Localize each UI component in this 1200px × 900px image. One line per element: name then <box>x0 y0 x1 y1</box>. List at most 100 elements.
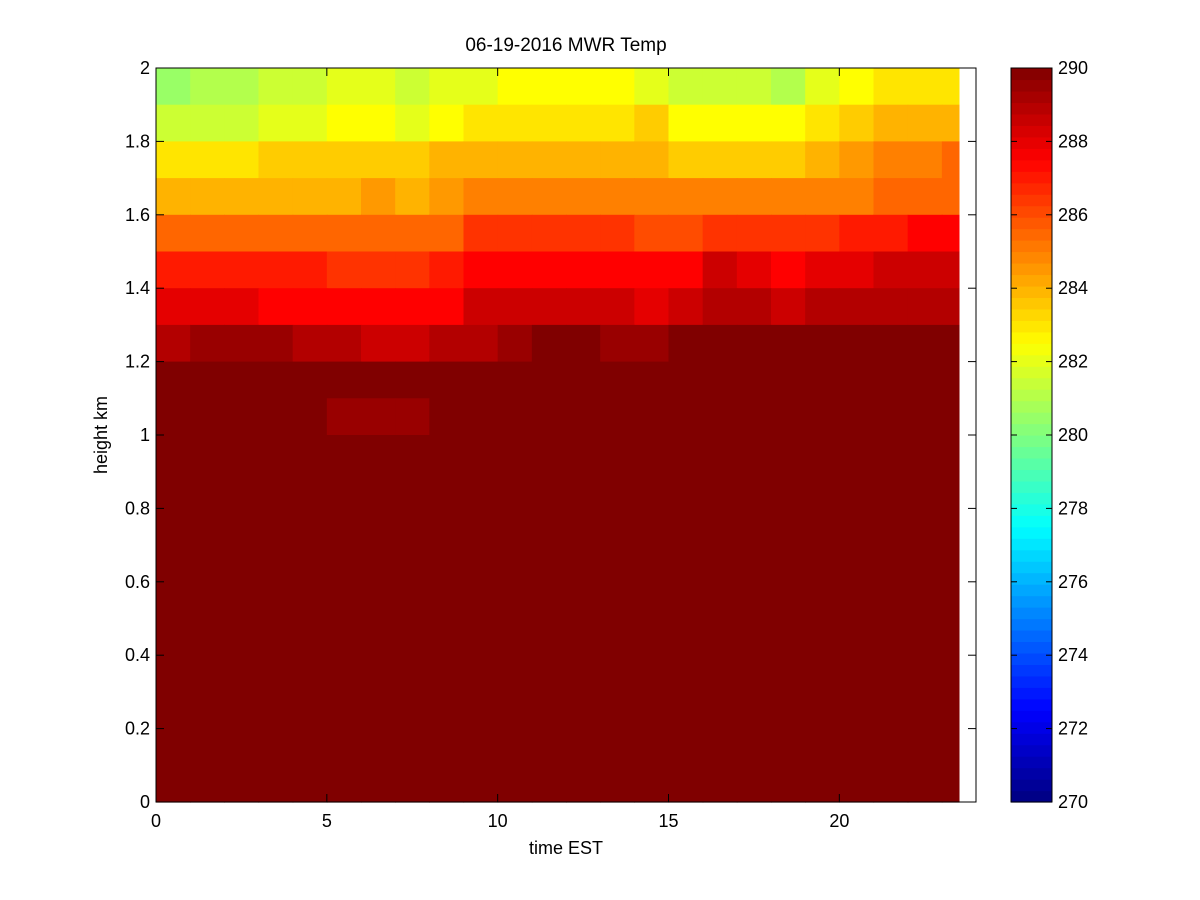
heatmap-cell <box>907 728 943 766</box>
y-tick-label: 1.2 <box>125 352 150 372</box>
heatmap-cell <box>805 655 840 693</box>
heatmap-cell <box>907 655 943 693</box>
heatmap-cell <box>292 398 328 436</box>
colorbar-band <box>1011 526 1052 539</box>
heatmap-cell <box>497 471 533 509</box>
heatmap-cell <box>941 435 960 473</box>
heatmap-cell <box>463 655 499 693</box>
colorbar-band <box>1011 148 1052 161</box>
heatmap-cell <box>873 251 909 289</box>
heatmap-cell <box>361 68 396 106</box>
colorbar-band <box>1011 515 1052 528</box>
colorbar-band <box>1011 607 1052 620</box>
heatmap-cell <box>156 471 191 509</box>
heatmap-cell <box>634 691 670 730</box>
heatmap-cell <box>292 618 328 656</box>
heatmap-cell <box>941 618 960 656</box>
heatmap-cell <box>395 471 430 509</box>
heatmap-cell <box>429 471 465 509</box>
heatmap-cell <box>941 288 960 326</box>
heatmap-cell <box>156 288 191 326</box>
heatmap-cell <box>668 508 704 546</box>
heatmap-cell <box>497 728 533 766</box>
colorbar-tick-label: 274 <box>1058 645 1088 665</box>
heatmap-cell <box>326 655 362 693</box>
heatmap-cell <box>566 581 601 620</box>
colorbar-band <box>1011 572 1052 585</box>
heatmap-cell <box>668 655 704 693</box>
heatmap-cell <box>531 581 567 620</box>
heatmap-cell <box>395 398 430 436</box>
heatmap-cell <box>497 68 533 106</box>
heatmap-cell <box>292 324 328 363</box>
heatmap-cell <box>771 765 806 803</box>
heatmap-cell <box>361 435 396 473</box>
heatmap-cell <box>429 545 465 583</box>
heatmap-cell <box>361 324 396 363</box>
heatmap-cell <box>600 104 635 142</box>
heatmap-cell <box>771 214 806 253</box>
colorbar-band <box>1011 595 1052 608</box>
heatmap-cell <box>156 398 191 436</box>
heatmap-cell <box>497 581 533 620</box>
heatmap-cell <box>634 68 670 106</box>
heatmap-cell <box>292 765 328 803</box>
colorbar-band <box>1011 779 1052 792</box>
heatmap-cell <box>600 691 635 730</box>
heatmap-cell <box>292 251 328 289</box>
heatmap-cell <box>907 214 943 253</box>
heatmap-cell <box>771 251 806 289</box>
heatmap-cell <box>361 251 396 289</box>
heatmap-cell <box>531 214 567 253</box>
heatmap-cell <box>224 728 260 766</box>
heatmap-cell <box>805 728 840 766</box>
heatmap-cell <box>839 324 875 363</box>
heatmap-cell <box>941 471 960 509</box>
heatmap-cell <box>429 728 465 766</box>
heatmap-cell <box>429 251 465 289</box>
heatmap-cell <box>361 288 396 326</box>
heatmap-cell <box>702 178 738 216</box>
heatmap-cell <box>600 765 635 803</box>
heatmap-cell <box>190 471 225 509</box>
heatmap-cell <box>566 361 601 399</box>
colorbar-tick-label: 282 <box>1058 352 1088 372</box>
heatmap-cell <box>839 104 875 142</box>
heatmap-cell <box>429 68 465 106</box>
heatmap-cell <box>224 214 260 253</box>
colorbar-band <box>1011 790 1052 803</box>
heatmap-cell <box>463 398 499 436</box>
colorbar-band <box>1011 343 1052 356</box>
heatmap-cell <box>668 361 704 399</box>
heatmap-cell <box>497 288 533 326</box>
heatmap-cell <box>941 141 960 179</box>
heatmap-cell <box>258 728 294 766</box>
heatmap-cell <box>497 214 533 253</box>
heatmap-cell <box>805 765 840 803</box>
heatmap-cell <box>702 288 738 326</box>
heatmap-cell <box>907 398 943 436</box>
heatmap-cell <box>771 728 806 766</box>
heatmap-cell <box>839 691 875 730</box>
heatmap-cell <box>839 508 875 546</box>
heatmap-cell <box>429 508 465 546</box>
colorbar-band <box>1011 733 1052 746</box>
y-tick-label: 0.4 <box>125 645 150 665</box>
heatmap-cell <box>395 141 430 179</box>
heatmap-cell <box>736 361 772 399</box>
heatmap-cell <box>941 361 960 399</box>
heatmap-cell <box>258 765 294 803</box>
colorbar-band <box>1011 125 1052 138</box>
heatmap-cell <box>600 618 635 656</box>
heatmap-cell <box>873 655 909 693</box>
heatmap-cell <box>292 691 328 730</box>
y-tick-label: 0.8 <box>125 498 150 518</box>
heatmap-cell <box>839 288 875 326</box>
heatmap-cell <box>497 178 533 216</box>
heatmap-cell <box>600 545 635 583</box>
heatmap-cell <box>634 471 670 509</box>
colorbar-tick-label: 278 <box>1058 498 1088 518</box>
colorbar-band <box>1011 251 1052 264</box>
y-tick-label: 1 <box>140 425 150 445</box>
